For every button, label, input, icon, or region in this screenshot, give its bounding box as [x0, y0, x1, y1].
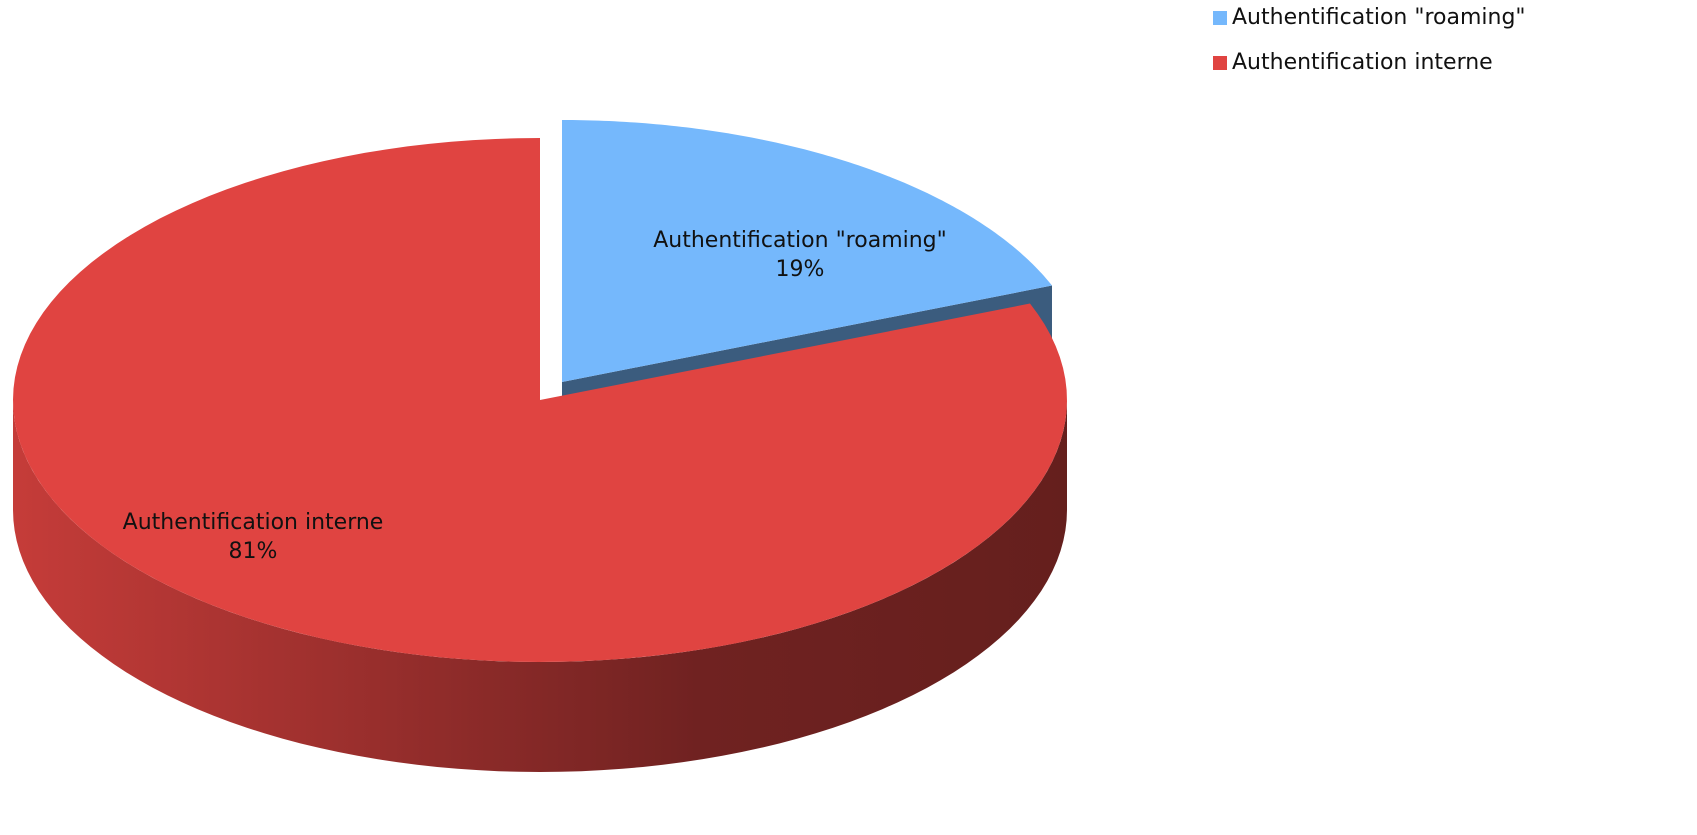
legend-swatch — [1213, 56, 1227, 70]
slice — [562, 120, 1052, 382]
legend-entry: Authentification interne — [1232, 50, 1493, 75]
slice-wall — [13, 400, 1067, 772]
legend-entry: Authentification "roaming" — [1232, 5, 1526, 30]
slice-label: Authentification "roaming" — [653, 228, 947, 253]
slice — [13, 138, 1067, 662]
slice-label: Authentification interne — [123, 510, 384, 535]
slice-value-label: 19% — [776, 257, 825, 282]
legend-swatch — [1213, 11, 1227, 25]
slice-value-label: 81% — [229, 539, 278, 564]
